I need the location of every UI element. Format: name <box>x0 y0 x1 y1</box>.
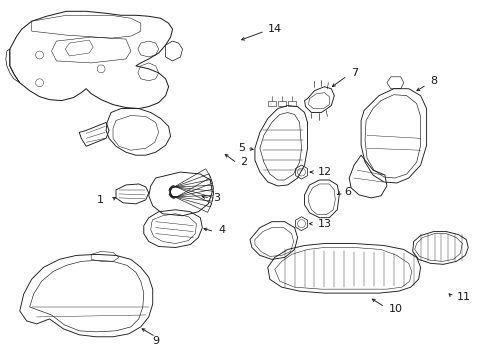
Text: 12: 12 <box>317 167 331 177</box>
Text: 8: 8 <box>429 76 437 86</box>
Text: 10: 10 <box>388 304 402 314</box>
Text: 13: 13 <box>317 219 331 229</box>
Text: 2: 2 <box>240 157 246 167</box>
Text: 11: 11 <box>455 292 469 302</box>
Text: 4: 4 <box>218 225 225 235</box>
Text: 3: 3 <box>213 193 220 203</box>
Text: 7: 7 <box>350 68 358 78</box>
Text: 5: 5 <box>238 143 244 153</box>
Text: 1: 1 <box>97 195 104 205</box>
Text: 6: 6 <box>344 187 350 197</box>
Text: 9: 9 <box>152 336 159 346</box>
Text: 14: 14 <box>267 24 282 34</box>
